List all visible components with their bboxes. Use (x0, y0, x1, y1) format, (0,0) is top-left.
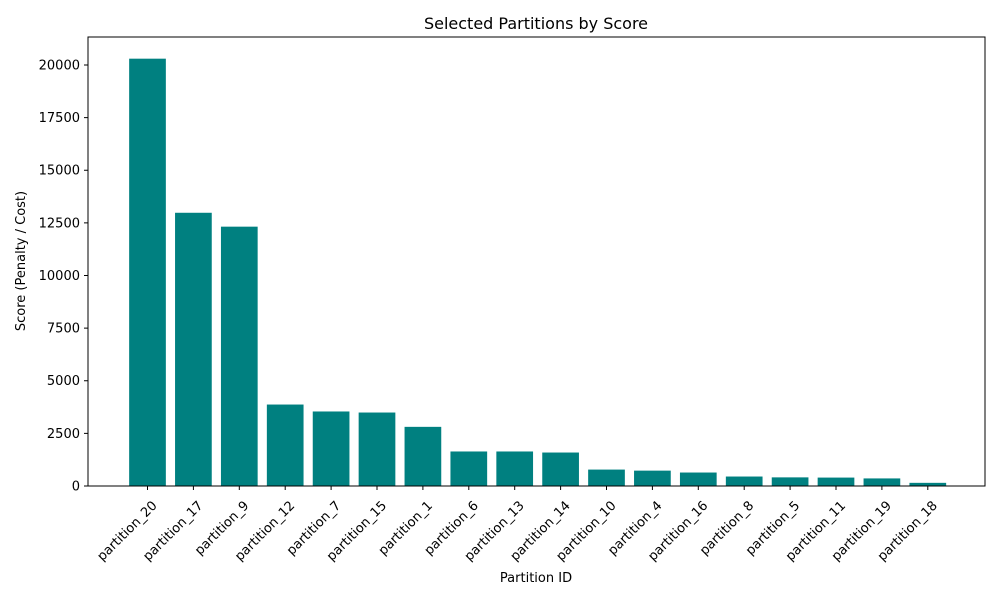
bar-partition_18 (909, 482, 947, 486)
bar-partition_1 (404, 426, 442, 486)
chart-title: Selected Partitions by Score (424, 14, 648, 33)
y-tick-label: 7500 (47, 322, 80, 337)
bar-partition_17 (175, 212, 212, 486)
y-axis-ticks: 0 2500 5000 7500 10000 12500 15000 17500 20000 (39, 58, 88, 495)
bar-partition_10 (588, 469, 625, 486)
plot-area (129, 58, 947, 487)
y-tick-label: 17500 (39, 111, 80, 126)
bar-partition_4 (634, 470, 671, 486)
bar-partition_15 (358, 412, 396, 486)
bar-partition_12 (266, 404, 304, 486)
y-tick-label: 10000 (39, 269, 80, 284)
bar-partition_20 (129, 58, 166, 487)
y-tick-label: 2500 (47, 427, 80, 442)
bar-partition_6 (450, 451, 488, 486)
bar-partition_19 (863, 478, 901, 486)
bar-partition_13 (496, 451, 534, 486)
bar-partition_16 (679, 472, 717, 486)
bar-partition_7 (312, 411, 350, 486)
y-tick-label: 12500 (39, 216, 80, 231)
bar-partition_5 (771, 477, 809, 486)
bar-partition_8 (725, 476, 763, 486)
bar-partition_9 (220, 226, 258, 486)
y-axis-label: Score (Penalty / Cost) (14, 191, 29, 331)
x-axis-label: Partition ID (500, 571, 572, 586)
y-tick-label: 0 (72, 480, 80, 495)
bar-partition_14 (542, 452, 579, 486)
bar-partition_11 (817, 477, 855, 486)
y-tick-label: 15000 (39, 164, 80, 179)
plot-frame (87, 36, 986, 487)
y-tick-label: 20000 (39, 58, 80, 73)
y-tick-label: 5000 (47, 374, 80, 389)
x-axis-ticks: partition_20partition_17partition_9parti… (95, 486, 941, 564)
